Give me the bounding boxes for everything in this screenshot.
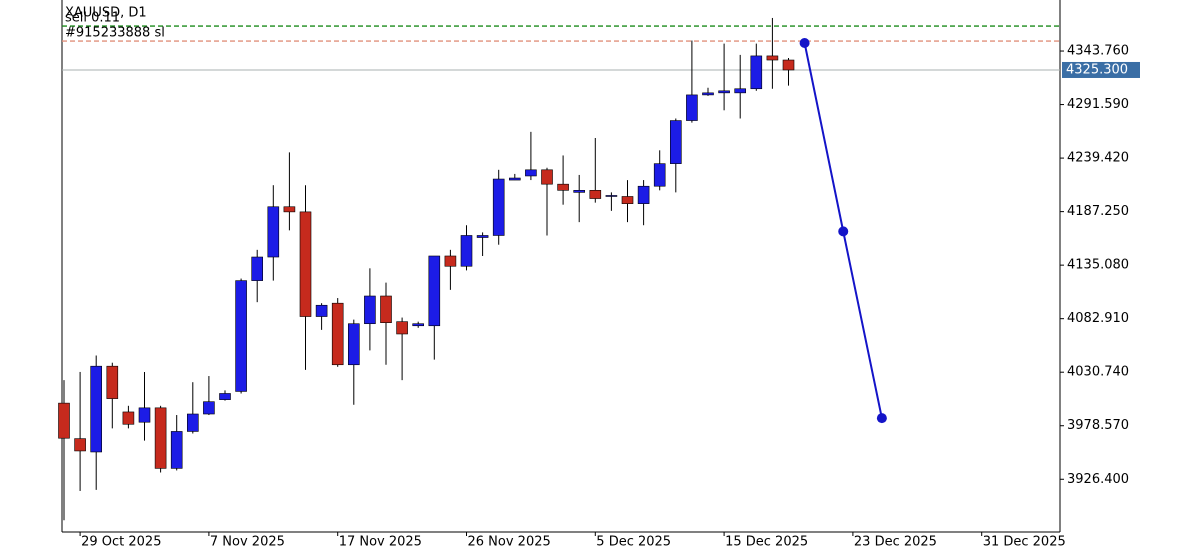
y-tick-label: 4082.910 — [1067, 311, 1129, 326]
candle-body — [444, 255, 457, 267]
candle-body — [782, 59, 795, 71]
x-tick-label: 17 Nov 2025 — [339, 535, 422, 550]
candle-body — [58, 402, 70, 439]
x-tick-label: 15 Dec 2025 — [725, 535, 808, 550]
candle-body — [573, 190, 586, 193]
candle-body — [637, 185, 650, 204]
candle-body — [669, 120, 682, 164]
plot-area — [58, 17, 1060, 521]
candle-body — [718, 90, 730, 94]
candle-body — [412, 323, 425, 327]
chart-title: XAUUSD, D1 — [65, 6, 147, 21]
order-annotation: #915233888 sl — [65, 26, 165, 41]
x-tick-label: 31 Dec 2025 — [983, 535, 1066, 550]
candle-body — [74, 438, 86, 452]
candle-body — [347, 323, 360, 366]
candle-body — [154, 407, 167, 469]
candle-body — [428, 255, 441, 327]
projection-point — [799, 37, 810, 48]
candle-body — [90, 365, 102, 453]
candle-body — [299, 211, 312, 317]
candle-body — [267, 206, 280, 258]
y-tick-label: 4187.250 — [1067, 204, 1129, 219]
projection-point — [876, 413, 887, 424]
x-tick-label: 29 Oct 2025 — [81, 535, 161, 550]
candle-body — [396, 321, 408, 335]
candle-body — [283, 206, 296, 213]
candle-body — [460, 235, 473, 267]
candle-body — [315, 304, 328, 317]
candle-body — [557, 183, 569, 191]
x-tick-label: 23 Dec 2025 — [854, 535, 937, 550]
candle-body — [702, 92, 714, 96]
x-tick-label: 7 Nov 2025 — [210, 535, 285, 550]
candle-body — [750, 55, 763, 90]
candle-body — [686, 94, 698, 121]
x-tick-label: 5 Dec 2025 — [596, 535, 671, 550]
y-tick-label: 4030.740 — [1067, 365, 1129, 380]
price-label: 4325.300 — [1066, 62, 1128, 77]
x-tick-label: 26 Nov 2025 — [468, 535, 551, 550]
candle-body — [331, 302, 344, 366]
candle-body — [766, 55, 779, 61]
candle-body — [106, 365, 119, 399]
candle-body — [653, 163, 666, 187]
y-tick-label: 4343.760 — [1067, 44, 1129, 59]
candle-body — [476, 235, 489, 238]
candle-body — [734, 88, 747, 94]
y-tick-label: 4135.080 — [1067, 258, 1129, 273]
candle-body — [492, 178, 505, 236]
y-tick-label: 3926.400 — [1067, 472, 1129, 487]
candle-body — [541, 169, 553, 185]
candle-body — [525, 169, 537, 177]
y-tick-label: 3978.570 — [1067, 418, 1129, 433]
candle-body — [138, 407, 151, 423]
candle-body — [219, 393, 231, 400]
price-label-box — [1062, 61, 1140, 78]
candle-body — [187, 413, 199, 432]
candle-body — [621, 196, 634, 204]
projection-point — [838, 226, 849, 237]
candle-body — [589, 190, 602, 199]
candle-body — [380, 295, 392, 323]
order-annotation: sell 0.11 — [65, 11, 120, 26]
candle-body — [508, 177, 521, 181]
candle-body — [203, 401, 215, 415]
candle-body — [251, 256, 263, 281]
candle-body — [122, 411, 135, 425]
candle-body — [364, 295, 376, 325]
y-tick-label: 4239.420 — [1067, 151, 1129, 166]
y-tick-label: 4291.590 — [1067, 97, 1129, 112]
candle-body — [605, 195, 618, 197]
candle-body — [170, 431, 183, 469]
candle-body — [235, 280, 247, 392]
